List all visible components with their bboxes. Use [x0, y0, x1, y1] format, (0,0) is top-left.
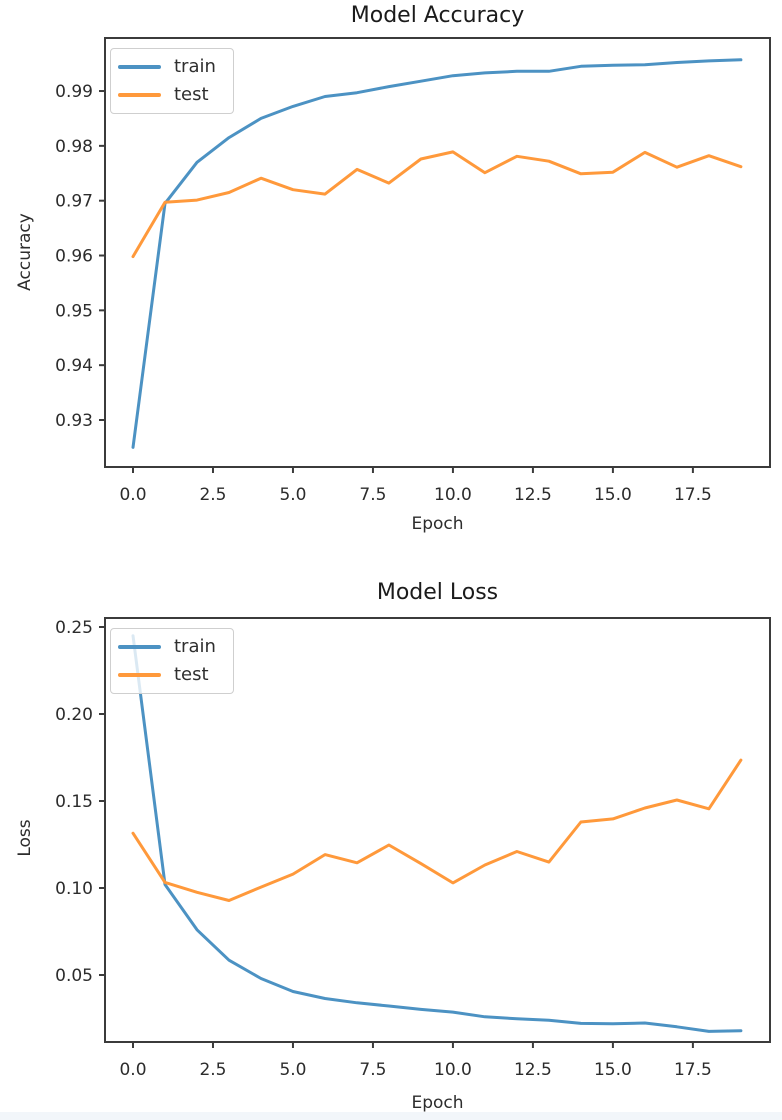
- svg-text:0.99: 0.99: [55, 82, 93, 102]
- svg-text:2.5: 2.5: [199, 1060, 226, 1080]
- accuracy-chart-title: Model Accuracy: [350, 3, 525, 28]
- svg-text:0.25: 0.25: [55, 618, 93, 638]
- svg-text:0.15: 0.15: [55, 792, 93, 812]
- svg-text:10.0: 10.0: [434, 1060, 472, 1080]
- svg-text:15.0: 15.0: [594, 485, 632, 505]
- loss-legend: train test: [110, 628, 234, 694]
- svg-text:15.0: 15.0: [594, 1060, 632, 1080]
- svg-text:7.5: 7.5: [359, 485, 386, 505]
- loss-plot-area: 0.0 2.5 5.0 7.5 10.0 12.5 15.0 17.5 0.25 0.20 0.15…: [55, 617, 771, 1080]
- svg-text:12.5: 12.5: [514, 485, 552, 505]
- svg-text:17.5: 17.5: [674, 1060, 712, 1080]
- svg-text:10.0: 10.0: [434, 485, 472, 505]
- svg-text:0.20: 0.20: [55, 705, 93, 725]
- svg-text:7.5: 7.5: [359, 1060, 386, 1080]
- legend-entry-test: test: [118, 83, 227, 107]
- svg-text:0.10: 0.10: [55, 879, 93, 899]
- bottom-strip: [0, 1112, 782, 1120]
- loss-y-axis-label: Loss: [15, 819, 35, 857]
- svg-text:0.93: 0.93: [55, 411, 93, 431]
- svg-text:5.0: 5.0: [279, 485, 306, 505]
- accuracy-y-axis-label: Accuracy: [15, 213, 35, 291]
- accuracy-x-axis-label: Epoch: [411, 514, 464, 534]
- legend-train-label: train: [174, 636, 216, 657]
- test-line-swatch: [118, 93, 161, 97]
- loss-chart: 0.0 2.5 5.0 7.5 10.0 12.5 15.0 17.5 0.25 0.20 0.15…: [0, 560, 782, 1120]
- legend-test-label: test: [174, 84, 209, 105]
- svg-text:0.94: 0.94: [55, 356, 93, 376]
- legend-entry-test: test: [118, 663, 227, 687]
- loss-x-axis-label: Epoch: [411, 1093, 464, 1113]
- svg-text:0.0: 0.0: [119, 485, 146, 505]
- legend-entry-train: train: [118, 635, 227, 659]
- svg-text:2.5: 2.5: [199, 485, 226, 505]
- svg-text:0.95: 0.95: [55, 301, 93, 321]
- train-line-swatch: [118, 65, 161, 69]
- svg-text:12.5: 12.5: [514, 1060, 552, 1080]
- svg-text:0.0: 0.0: [119, 1060, 146, 1080]
- svg-text:0.98: 0.98: [55, 137, 93, 157]
- svg-text:0.97: 0.97: [55, 192, 93, 212]
- svg-text:0.05: 0.05: [55, 966, 93, 986]
- legend-train-label: train: [174, 56, 216, 77]
- test-line-swatch: [118, 673, 161, 677]
- loss-chart-title: Model Loss: [376, 580, 499, 605]
- svg-text:17.5: 17.5: [674, 485, 712, 505]
- svg-text:5.0: 5.0: [279, 1060, 306, 1080]
- accuracy-plot-area: 0.0 2.5 5.0 7.5 10.0 12.5 15.0 17.5 0.99 0.98 0.97…: [55, 37, 771, 505]
- legend-entry-train: train: [118, 55, 227, 79]
- train-line-swatch: [118, 645, 161, 649]
- legend-test-label: test: [174, 664, 209, 685]
- accuracy-legend: train test: [110, 48, 234, 114]
- svg-text:0.96: 0.96: [55, 247, 93, 267]
- accuracy-chart: 0.0 2.5 5.0 7.5 10.0 12.5 15.0 17.5 0.99 0.98 0.97…: [15, 3, 771, 534]
